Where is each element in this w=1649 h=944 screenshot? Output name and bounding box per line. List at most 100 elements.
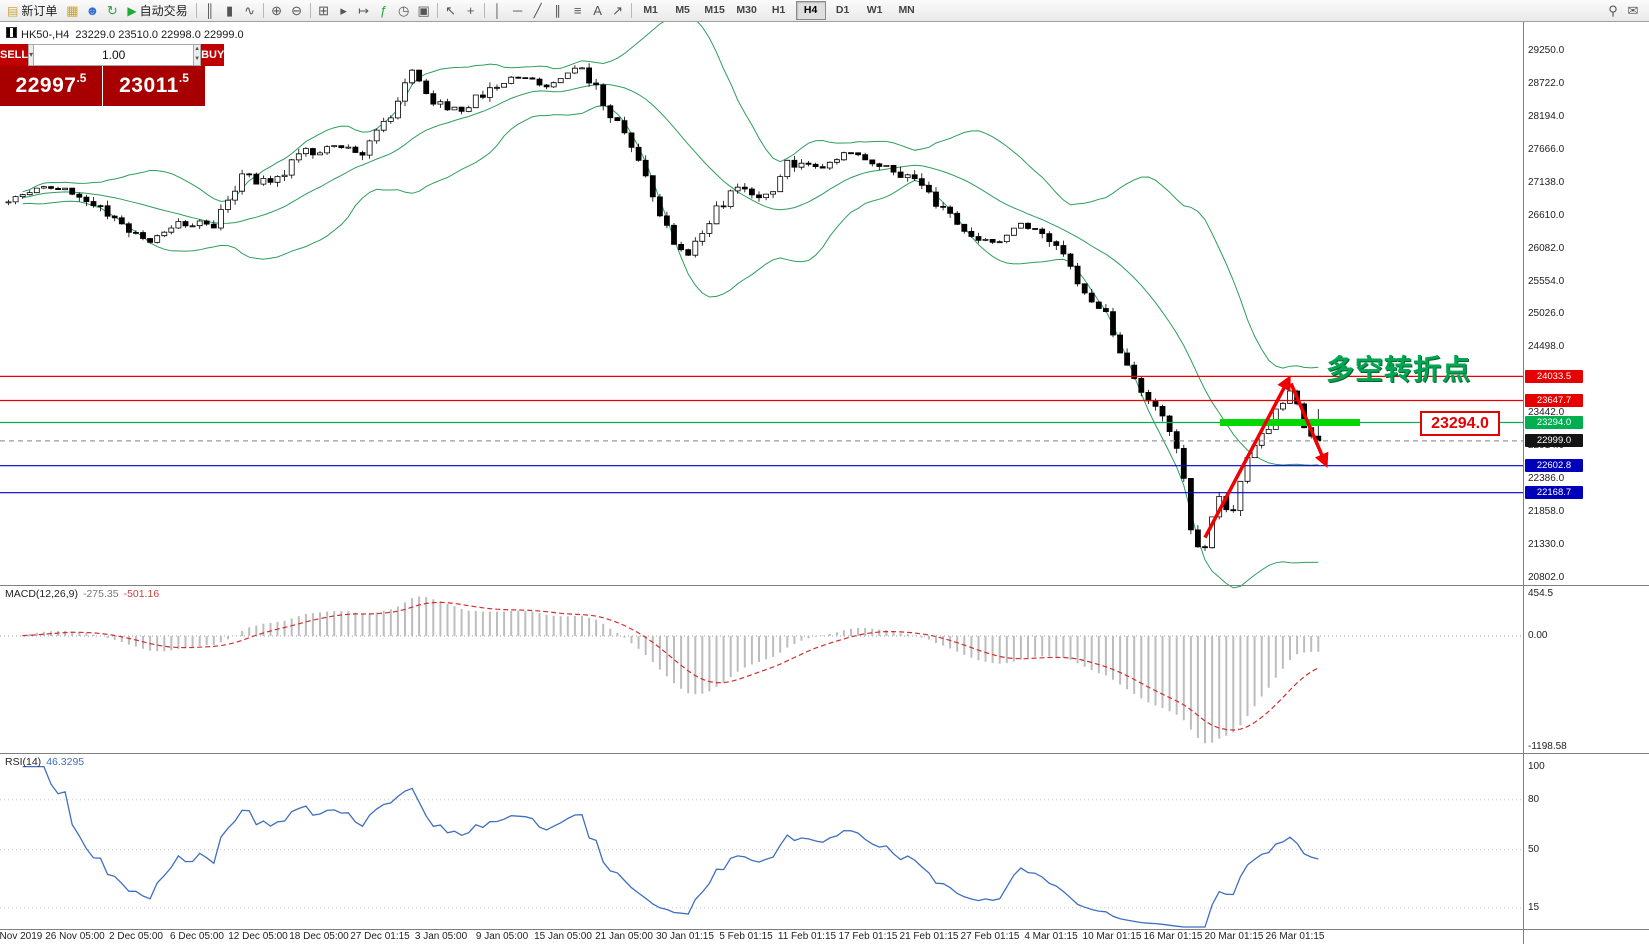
sell-button[interactable]: SELL bbox=[0, 44, 29, 66]
volume-up-icon[interactable]: ▲ bbox=[194, 46, 201, 52]
volume-down-icon[interactable]: ▼ bbox=[194, 56, 201, 62]
time-axis-label: 26 Mar 01:15 bbox=[1265, 931, 1325, 942]
time-axis-label: 4 Mar 01:15 bbox=[1024, 931, 1078, 942]
price-badge-23294.0: 23294.0 bbox=[1525, 416, 1583, 430]
autotrade-button[interactable]: ▶ 自动交易 bbox=[122, 1, 192, 21]
timeframe-button-m30[interactable]: M30 bbox=[736, 4, 757, 16]
toolbar-separator bbox=[436, 3, 438, 18]
timeframe-button-w1[interactable]: W1 bbox=[866, 4, 883, 16]
down-arrow[interactable] bbox=[1289, 382, 1329, 468]
vertical-line-icon[interactable]: │ bbox=[493, 2, 502, 18]
volume-spinner: ▲ ▼ bbox=[194, 44, 202, 66]
buy-button[interactable]: BUY bbox=[201, 44, 225, 66]
rsi-label: RSI(14) 46.3295 bbox=[5, 756, 85, 768]
autotrade-label: 自动交易 bbox=[139, 4, 188, 18]
candlestick-chart-icon[interactable]: ▮ bbox=[226, 2, 234, 18]
autotrade-play-icon: ▶ bbox=[127, 3, 137, 18]
timeframe-button-m15[interactable]: M15 bbox=[704, 4, 725, 16]
price-axis-label: 25026.0 bbox=[1528, 308, 1565, 320]
search-icon[interactable]: ⚲ bbox=[1608, 2, 1618, 18]
timeframe-button-m5[interactable]: M5 bbox=[675, 4, 690, 16]
time-axis-label: 6 Dec 05:00 bbox=[170, 931, 224, 942]
rsi-axis-label: 50 bbox=[1528, 843, 1540, 855]
price-axis-label: 22386.0 bbox=[1528, 473, 1565, 485]
price-axis-label: 21858.0 bbox=[1528, 506, 1565, 518]
price-badge-23647.7: 23647.7 bbox=[1525, 393, 1583, 407]
timeframe-button-mn[interactable]: MN bbox=[898, 4, 915, 16]
templates-icon[interactable]: ▣ bbox=[417, 2, 430, 18]
price-axis-label: 21330.0 bbox=[1528, 539, 1565, 551]
autoscroll-icon[interactable]: ▸ bbox=[340, 2, 347, 18]
horizontal-line-icon[interactable]: ─ bbox=[513, 2, 523, 18]
time-axis-label: 12 Dec 05:00 bbox=[228, 931, 288, 942]
price-axis-label: 27138.0 bbox=[1528, 176, 1565, 188]
time-axis-label: 15 Jan 05:00 bbox=[534, 931, 592, 942]
volume-input[interactable] bbox=[34, 44, 195, 66]
bar-chart-icon[interactable]: ║ bbox=[205, 2, 215, 18]
trendline-icon[interactable]: ╱ bbox=[533, 2, 542, 18]
timeframe-button-h4[interactable]: H4 bbox=[795, 1, 826, 20]
timeframe-button-h1[interactable]: H1 bbox=[771, 4, 786, 16]
timeframe-button-d1[interactable]: D1 bbox=[835, 4, 850, 16]
price-badge-22999.0: 22999.0 bbox=[1525, 434, 1583, 448]
time-axis-label: 21 Jan 05:00 bbox=[595, 931, 653, 942]
cursor-icon[interactable]: ↖ bbox=[445, 2, 457, 18]
price-axis-label: 27666.0 bbox=[1528, 143, 1565, 155]
volume-dropdown-icon[interactable]: ▾ bbox=[28, 44, 35, 66]
price-axis-border bbox=[1523, 22, 1524, 944]
candles bbox=[5, 63, 1322, 551]
periods-icon[interactable]: ◷ bbox=[397, 2, 410, 18]
price-axis-label: 28194.0 bbox=[1528, 110, 1565, 122]
time-axis-separator bbox=[0, 929, 1649, 930]
level-highlight-segment[interactable] bbox=[1220, 419, 1360, 426]
price-axis-label: 25554.0 bbox=[1528, 275, 1565, 287]
chat-icon[interactable]: ✉ bbox=[1627, 2, 1639, 18]
pane-separator-macd[interactable] bbox=[0, 585, 1649, 586]
new-order-button[interactable]: ▤ 新订单 bbox=[2, 1, 62, 21]
one-click-trade-panel: SELL ▾ ▲ ▼ BUY 22997.5 23011.5 bbox=[0, 44, 225, 106]
time-axis-label: 21 Feb 01:15 bbox=[899, 931, 959, 942]
toolbar-separator bbox=[630, 3, 632, 18]
turning-point-annotation[interactable]: 多空转折点 bbox=[1326, 354, 1472, 385]
price-axis-label: 28722.0 bbox=[1528, 77, 1565, 89]
price-axis[interactable]: 29250.0 28722.0 28194.0 27666.0 27138.0 26610… bbox=[1524, 22, 1649, 944]
time-axis-label: 3 Jan 05:00 bbox=[414, 931, 468, 942]
text-icon[interactable]: A bbox=[593, 2, 602, 18]
price-axis-label: 29250.0 bbox=[1528, 44, 1565, 56]
refresh-icon[interactable]: ↻ bbox=[106, 2, 118, 18]
bollinger-bands bbox=[22, 13, 1319, 589]
up-arrow[interactable] bbox=[1203, 375, 1291, 539]
rsi-axis-label: 80 bbox=[1528, 793, 1540, 805]
price-axis-label: 23442.0 bbox=[1528, 407, 1565, 419]
indicators-icon[interactable]: ƒ bbox=[379, 2, 388, 18]
time-axis-label: 26 Nov 05:00 bbox=[45, 931, 105, 942]
price-badge-22602.8: 22602.8 bbox=[1525, 459, 1583, 473]
pane-separator-rsi[interactable] bbox=[0, 753, 1649, 754]
time-axis-label: 5 Feb 01:15 bbox=[719, 931, 773, 942]
price-axis-label: 26082.0 bbox=[1528, 242, 1565, 254]
zoom-out-icon[interactable]: ⊖ bbox=[291, 2, 303, 18]
new-window-icon[interactable]: ⊞ bbox=[318, 2, 330, 18]
time-axis-label: 30 Jan 01:15 bbox=[656, 931, 714, 942]
channel-icon[interactable]: ∥ bbox=[554, 2, 561, 18]
chart-shift-icon[interactable]: ↦ bbox=[358, 2, 370, 18]
buy-price-button[interactable]: 23011.5 bbox=[103, 66, 205, 106]
line-chart-icon[interactable]: ∿ bbox=[244, 2, 256, 18]
charts-grid-icon[interactable]: ▦ bbox=[66, 2, 79, 18]
arrow-tool-icon[interactable]: ↗ bbox=[612, 2, 624, 18]
sell-price-button[interactable]: 22997.5 bbox=[0, 66, 102, 106]
zoom-in-icon[interactable]: ⊕ bbox=[271, 2, 283, 18]
price-axis-label: 24498.0 bbox=[1528, 341, 1565, 353]
fibonacci-icon[interactable]: ≡ bbox=[573, 2, 582, 18]
price-badge-24033.5: 24033.5 bbox=[1525, 369, 1583, 383]
profile-icon[interactable]: ☻ bbox=[85, 2, 100, 18]
crosshair-icon[interactable]: + bbox=[466, 2, 475, 18]
toolbar-separator bbox=[483, 3, 485, 18]
macd-label: MACD(12,26,9) -275.35 -501.16 bbox=[5, 588, 160, 600]
timeframe-button-m1[interactable]: M1 bbox=[643, 4, 658, 16]
macd-indicator bbox=[0, 596, 1523, 744]
price-callout-box[interactable]: 23294.0 bbox=[1420, 411, 1500, 436]
